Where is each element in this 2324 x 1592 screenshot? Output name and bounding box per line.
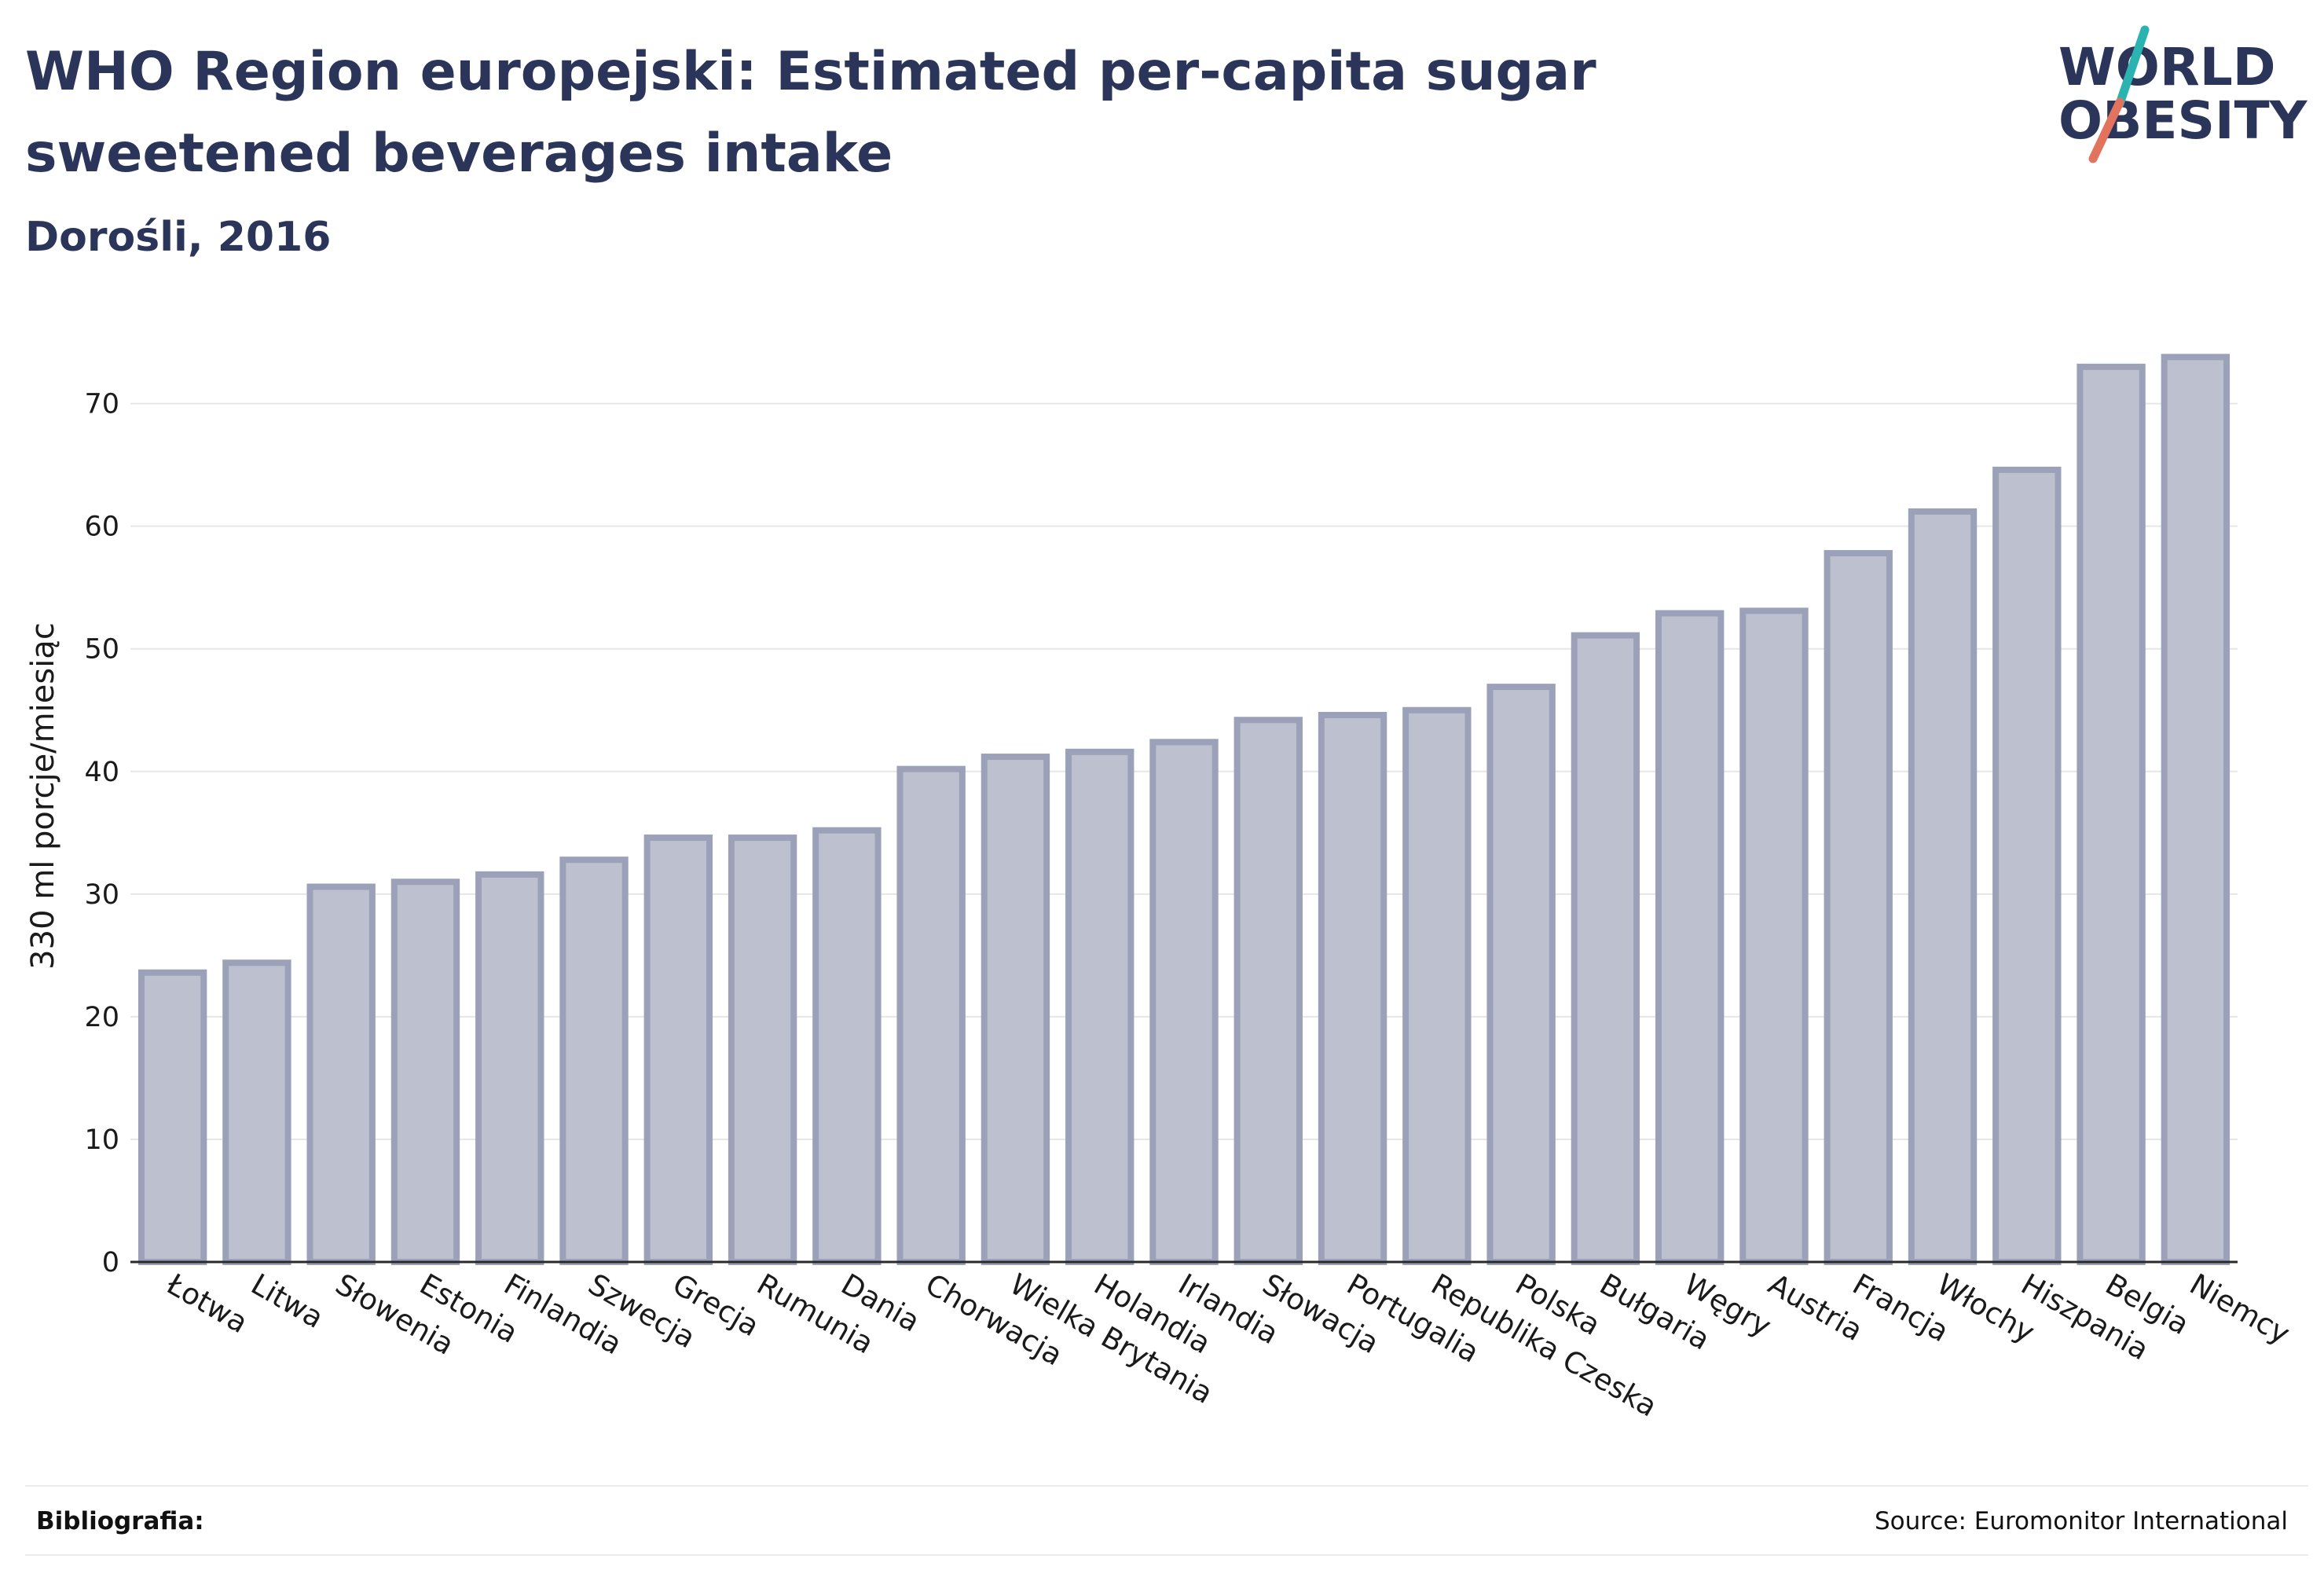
bar <box>1908 508 1978 1265</box>
bar <box>1065 748 1135 1265</box>
y-tick-label: 10 <box>84 1124 119 1156</box>
bar <box>2077 363 2146 1265</box>
bar <box>1739 607 1809 1265</box>
chart-title: WHO Region europejski: Estimated per-cap… <box>25 41 1596 185</box>
bars <box>137 354 2231 1266</box>
world-obesity-logo: WORLD OBESITY <box>2058 25 2308 163</box>
y-tick-label: 40 <box>84 757 119 788</box>
y-tick-label: 0 <box>102 1247 119 1278</box>
bar <box>2161 354 2231 1266</box>
bar <box>137 969 207 1266</box>
x-category-label: Łotwa <box>160 1267 253 1340</box>
bar <box>981 754 1050 1265</box>
y-tick-label: 50 <box>84 634 119 666</box>
y-tick-label: 30 <box>84 879 119 911</box>
bar <box>475 871 544 1265</box>
bar <box>1233 717 1303 1265</box>
bar <box>1824 550 1893 1265</box>
bar <box>812 827 882 1265</box>
bar <box>1655 610 1725 1265</box>
bar <box>1149 739 1219 1265</box>
bar <box>728 835 797 1265</box>
footer-bibliography: Bibliografia: <box>36 1507 204 1535</box>
x-category-label: Litwa <box>245 1267 329 1335</box>
logo-line1: WORLD <box>2058 37 2276 97</box>
bar <box>1402 706 1472 1265</box>
bar <box>390 879 460 1265</box>
bar <box>1318 712 1387 1265</box>
y-axis-ticks: 0 10 20 30 40 50 60 70 <box>84 389 119 1278</box>
y-axis-title: 330 ml porcje/miesiąc <box>25 622 61 970</box>
logo-slash-teal <box>2115 25 2150 108</box>
chart-subtitle: Dorośli, 2016 <box>25 214 332 261</box>
logo-slash-coral <box>2088 97 2124 163</box>
x-category-label: Francja <box>1847 1267 1955 1349</box>
y-tick-label: 60 <box>84 512 119 543</box>
footer-divider-bottom <box>25 1554 2308 1556</box>
bar <box>896 765 966 1265</box>
y-tick-label: 20 <box>84 1002 119 1033</box>
footer-divider-top <box>25 1485 2308 1487</box>
bar <box>643 835 713 1265</box>
bar <box>1571 632 1640 1265</box>
bar <box>306 883 376 1266</box>
x-category-label: Niemcy <box>2184 1267 2296 1352</box>
bar <box>222 959 291 1265</box>
footer-source: Source: Euromonitor International <box>1874 1507 2288 1535</box>
bar <box>1486 684 1556 1265</box>
y-tick-label: 70 <box>84 389 119 420</box>
bar <box>559 857 629 1265</box>
x-category-label: Austria <box>1762 1267 1868 1348</box>
x-category-label: Włochy <box>1931 1267 2040 1350</box>
bar <box>1992 466 2062 1265</box>
